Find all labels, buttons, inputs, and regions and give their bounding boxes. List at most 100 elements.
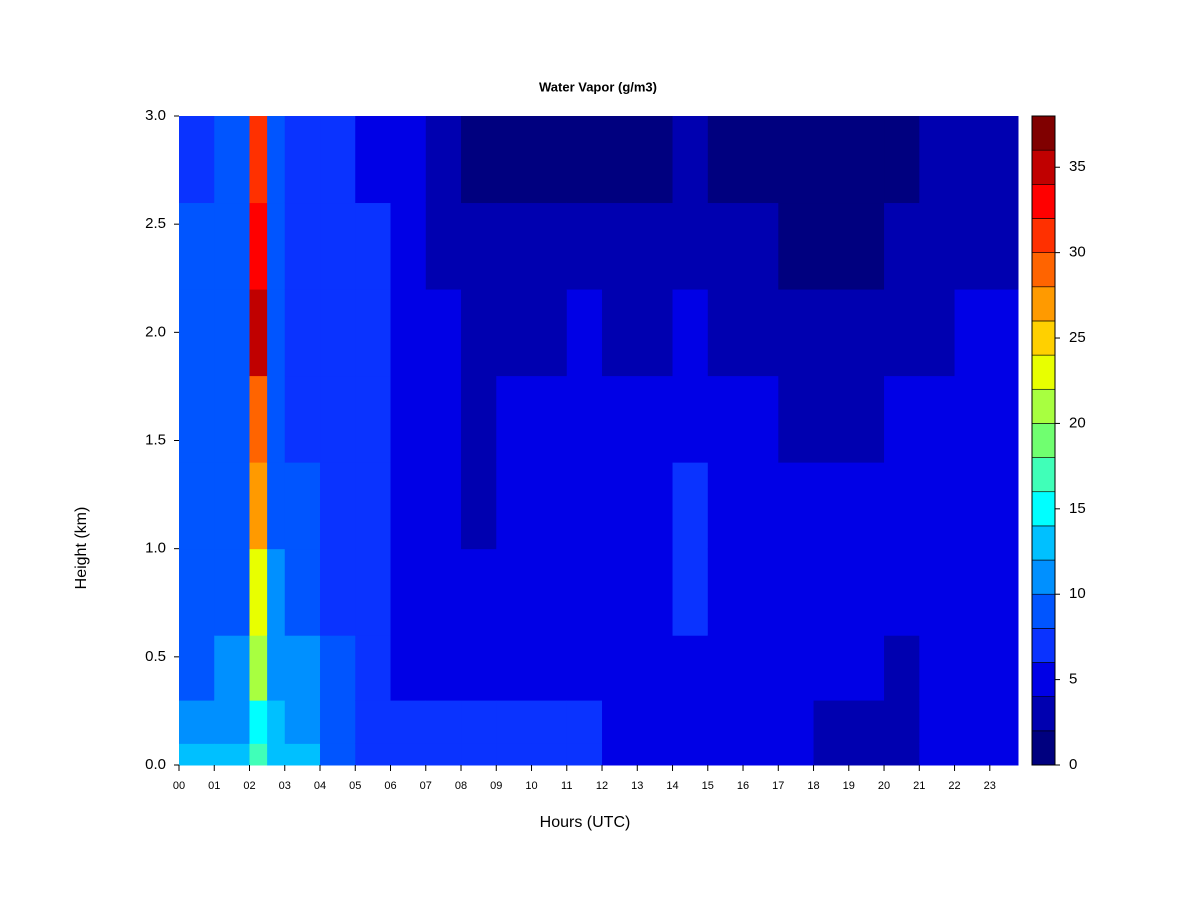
contour-cell: [320, 462, 356, 550]
contour-cell: [461, 635, 497, 701]
contour-cell: [249, 635, 268, 701]
contour-cell: [496, 743, 533, 766]
y-tick-label: 2.5: [145, 215, 166, 232]
x-tick-label: 12: [596, 780, 608, 792]
contour-cell: [602, 548, 674, 636]
contour-cell: [778, 635, 815, 701]
contour-cell: [707, 635, 779, 701]
colorbar-band: [1031, 423, 1056, 458]
colorbar-band: [1031, 218, 1056, 253]
contour-cell: [531, 116, 568, 204]
x-tick-label: 03: [279, 780, 291, 792]
contour-cell: [707, 289, 779, 377]
contour-cell: [320, 635, 356, 701]
contour-cell: [566, 116, 603, 204]
contour-cell: [390, 202, 427, 290]
contour-cell: [179, 462, 215, 550]
contour-cell: [707, 202, 779, 290]
contour-cell: [566, 635, 603, 701]
contour-cell: [707, 700, 779, 744]
contour-cell: [602, 375, 674, 463]
contour-cell: [531, 202, 568, 290]
contour-cell: [267, 375, 286, 463]
contour-cell: [461, 700, 497, 744]
colorbar-band: [1031, 559, 1056, 595]
contour-cell: [813, 462, 885, 550]
colorbar-frame: [1031, 115, 1056, 766]
colorbar-band: [1031, 491, 1056, 527]
contour-cell: [249, 700, 268, 744]
y-tick-label: 3.0: [145, 107, 166, 124]
x-axis-label: Hours (UTC): [540, 814, 631, 831]
contour-cell: [954, 116, 1019, 204]
contour-cell: [566, 743, 603, 766]
contour-cell: [813, 375, 885, 463]
contour-cell: [267, 116, 286, 204]
x-tick-label: 01: [208, 780, 220, 792]
contour-cell: [778, 116, 815, 204]
contour-cell: [320, 289, 356, 377]
x-tick-label: 02: [243, 780, 255, 792]
contour-cell: [954, 289, 1019, 377]
contour-cell: [531, 548, 568, 636]
colorbar-tick-label: 30: [1069, 244, 1086, 261]
contour-cell: [320, 743, 356, 766]
contour-cell: [919, 289, 956, 377]
contour-cell: [813, 289, 885, 377]
contour-cell: [284, 743, 321, 766]
contour-cell: [214, 289, 251, 377]
contour-cell: [355, 116, 392, 204]
contour-cell: [390, 548, 427, 636]
contour-cell: [320, 116, 356, 204]
colorbar-tick-label: 20: [1069, 414, 1086, 431]
contour-cell: [461, 743, 497, 766]
contour-cell: [602, 202, 674, 290]
contour-cell: [707, 375, 779, 463]
contour-cell: [284, 548, 321, 636]
contour-cell: [267, 289, 286, 377]
colorbar-tick-label: 15: [1069, 500, 1086, 517]
contour-cell: [602, 289, 674, 377]
contour-cell: [425, 462, 462, 550]
contour-cell: [672, 743, 709, 766]
x-tick-label: 20: [878, 780, 890, 792]
contour-cell: [214, 375, 251, 463]
x-tick-label: 11: [561, 780, 572, 792]
contour-cell: [813, 116, 885, 204]
colorbar-band: [1031, 696, 1056, 732]
contour-cell: [267, 700, 286, 744]
x-tick-label: 14: [666, 780, 678, 792]
contour-cell: [461, 462, 497, 550]
contour-cell: [284, 700, 321, 744]
contour-cell: [214, 202, 251, 290]
y-tick-label: 0.5: [145, 648, 166, 665]
contour-cell: [566, 289, 603, 377]
contour-cell: [884, 289, 920, 377]
x-tick-label: 16: [737, 780, 749, 792]
contour-cell: [355, 743, 392, 766]
contour-cell: [179, 548, 215, 636]
contour-cell: [461, 289, 497, 377]
contour-cell: [672, 700, 709, 744]
contour-cell: [602, 635, 674, 701]
contour-cell: [425, 202, 462, 290]
y-tick-label: 1.5: [145, 431, 166, 448]
contour-cell: [390, 635, 427, 701]
contour-cell: [267, 635, 286, 701]
colorbar-band: [1031, 149, 1056, 185]
contour-cell: [954, 375, 1019, 463]
contour-cell: [954, 548, 1019, 636]
x-tick-label: 22: [948, 780, 960, 792]
contour-cell: [390, 462, 427, 550]
colorbar-tick-label: 5: [1069, 671, 1077, 688]
contour-cell: [884, 635, 920, 701]
contour-cell: [214, 635, 251, 701]
contour-cell: [496, 202, 533, 290]
contour-cell: [496, 548, 533, 636]
contour-cell: [919, 202, 956, 290]
contour-cell: [179, 375, 215, 463]
colorbar-band: [1031, 457, 1056, 493]
colorbar-tick-label: 35: [1069, 158, 1086, 175]
colorbar-band: [1031, 628, 1056, 663]
